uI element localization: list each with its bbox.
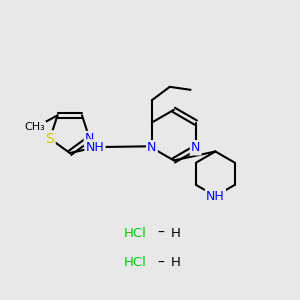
Text: –: – <box>157 256 164 270</box>
Text: –: – <box>157 226 164 240</box>
Text: NH: NH <box>206 190 225 202</box>
Text: HCl: HCl <box>124 256 147 269</box>
Text: N: N <box>147 141 157 154</box>
Text: H: H <box>170 227 180 240</box>
Text: CH₃: CH₃ <box>24 122 45 132</box>
Text: H: H <box>170 256 180 269</box>
Text: N: N <box>85 132 94 145</box>
Text: N: N <box>191 141 200 154</box>
Text: S: S <box>46 132 54 145</box>
Text: HCl: HCl <box>124 227 147 240</box>
Text: NH: NH <box>85 140 104 154</box>
